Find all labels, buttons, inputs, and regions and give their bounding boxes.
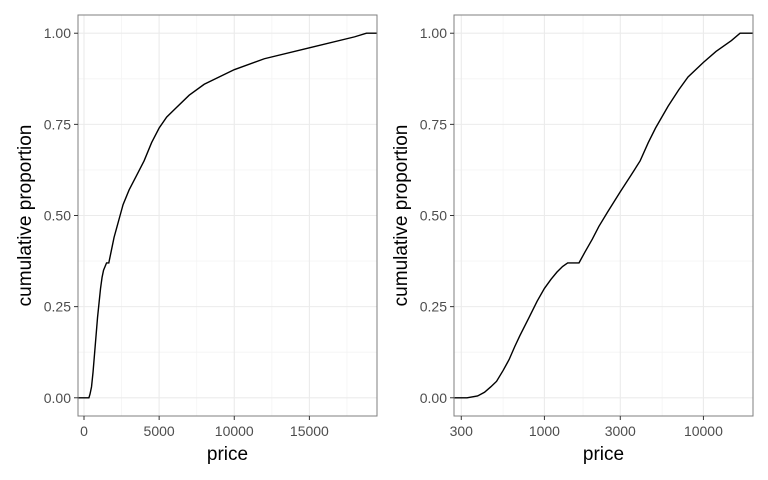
panel-0-y-axis-title: cumulative proportion (15, 125, 36, 307)
panel-0-x-axis-title: price (207, 444, 248, 465)
panel-1-x-tick-label-1: 1000 (529, 423, 560, 439)
panel-1-y-tick-label-2: 0.50 (420, 208, 447, 224)
panel-0-y-tick-label-1: 0.25 (44, 299, 71, 315)
panel-0-x-tick-label-1: 5000 (144, 423, 175, 439)
panel-0-x-tick-label-3: 15000 (290, 423, 329, 439)
panel-1-y-tick-label-4: 1.00 (420, 25, 447, 41)
panel-0-x-tick-label-2: 10000 (215, 423, 254, 439)
panel-1-x-tick-label-2: 3000 (605, 423, 636, 439)
panel-1-y-tick-label-1: 0.25 (420, 299, 447, 315)
panel-1-ecdf-line-0 (454, 32, 753, 399)
panel-1-x-tick-label-3: 10000 (684, 423, 723, 439)
panel-1-y-axis-title: cumulative proportion (391, 125, 412, 307)
panel-1-y-tick-label-0: 0.00 (420, 390, 447, 406)
panel-0-y-tick-label-4: 1.00 (44, 25, 71, 41)
panel-0-ecdf-line-0 (78, 32, 377, 399)
panel-1-x-tick-label-0: 300 (450, 423, 474, 439)
panel-0-y-tick-label-2: 0.50 (44, 208, 71, 224)
panel-0-x-tick-label-0: 0 (80, 423, 88, 439)
left-ecdf-panel-linear: 0 5000 10000 15000 0.00 0.25 0.50 0.75 1.00 price… (15, 14, 378, 465)
right-ecdf-panel-log: 300 1000 3000 10000 0.00 0.25 0.50 0.75 1.00 pric… (391, 14, 754, 465)
panel-1-x-axis-title: price (583, 444, 624, 465)
panel-0-y-tick-label-3: 0.75 (44, 116, 71, 132)
panel-1-y-tick-label-3: 0.75 (420, 116, 447, 132)
panel-0-y-tick-label-0: 0.00 (44, 390, 71, 406)
